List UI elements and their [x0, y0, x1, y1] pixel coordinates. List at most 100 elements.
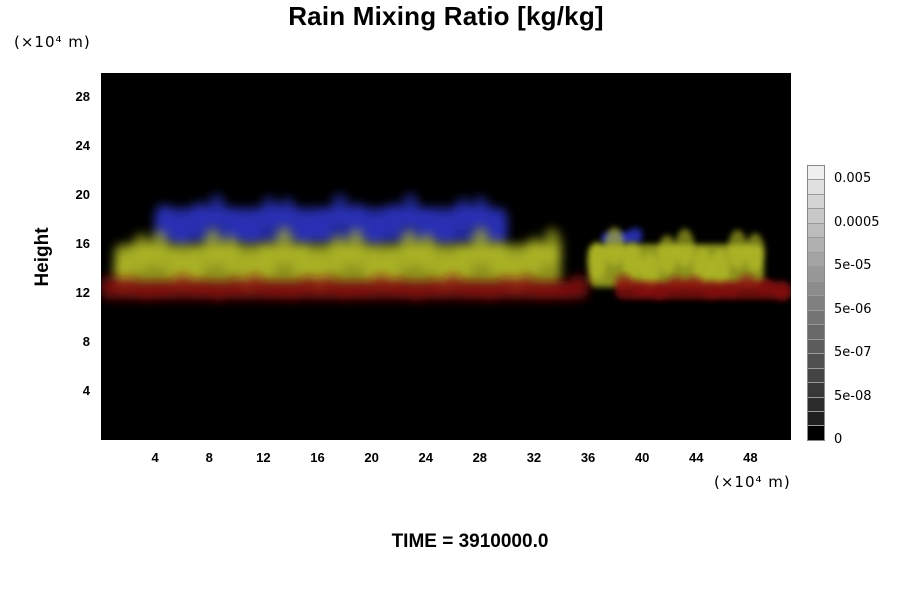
data-layer: [614, 273, 791, 302]
layer-clump: [298, 275, 319, 293]
x-tick-label: 40: [634, 450, 650, 465]
layer-clump: [365, 214, 385, 248]
y-tick-label: 12: [75, 285, 90, 301]
colorbar-tick-label: 5e-07: [834, 345, 872, 360]
colorbar-level: [808, 238, 824, 253]
layer-clump: [347, 202, 368, 236]
layer-clump: [330, 193, 350, 227]
colorbar-tick-label: 0.005: [834, 171, 872, 186]
layer-clump: [710, 249, 730, 288]
colorbar-level: [808, 166, 824, 181]
data-layer: [101, 273, 589, 302]
layer-clump: [478, 284, 499, 301]
layer-clump: [684, 275, 704, 292]
layer-clump: [727, 229, 748, 269]
x-tick-label: 24: [418, 450, 433, 465]
colorbar-level: [808, 223, 824, 239]
layer-clump: [772, 284, 791, 302]
layer-clump: [418, 207, 438, 241]
y-tick-label: 20: [75, 187, 90, 203]
layer-clump: [131, 233, 152, 272]
layer-clump: [154, 203, 174, 237]
layer-clump: [496, 276, 517, 293]
layer-clump: [442, 273, 463, 291]
x-tick-label: 16: [310, 450, 325, 465]
y-tick-label: 28: [75, 89, 90, 105]
layer-clump: [316, 275, 337, 292]
layer-clump: [400, 193, 420, 227]
layer-clump: [737, 274, 757, 291]
y-tick-label: 24: [75, 138, 90, 154]
layer-clump: [388, 277, 409, 295]
layer-clump: [207, 193, 227, 227]
colorbar-level: [808, 354, 824, 369]
colorbar-tick-label: 5e-08: [834, 388, 872, 404]
layer-clump: [382, 202, 403, 236]
colorbar-tick-label: 0.0005: [834, 214, 880, 230]
layer-clump: [667, 275, 687, 293]
plot-area: [101, 73, 791, 440]
layer-clump: [226, 278, 247, 295]
colorbar: [807, 165, 825, 441]
y-tick-label: 16: [75, 236, 90, 252]
layer-clump: [488, 212, 508, 246]
y-tick-label: 8: [82, 334, 90, 350]
x-tick-label: 28: [472, 450, 488, 465]
colorbar-tick-label: 5e-06: [834, 301, 872, 317]
layer-clump: [719, 281, 740, 299]
layer-clump: [675, 228, 695, 268]
layer-clump: [294, 213, 315, 247]
layer-clump: [292, 241, 312, 281]
layer-clump: [370, 273, 391, 291]
colorbar-level: [808, 411, 824, 427]
layer-clump: [745, 233, 765, 272]
layer-clump: [417, 233, 437, 273]
layer-clump: [208, 284, 229, 302]
layer-clump: [622, 241, 642, 281]
time-label: TIME = 3910000.0: [391, 531, 549, 552]
layer-clump: [154, 280, 175, 298]
layer-clump: [470, 227, 491, 266]
layer-clump: [533, 283, 553, 300]
x-tick-label: 8: [205, 450, 213, 465]
layer-clump: [524, 236, 545, 276]
layer-clump: [460, 280, 481, 298]
layer-clump: [569, 274, 589, 291]
layer-clump: [220, 235, 241, 274]
data-layers: [101, 193, 791, 302]
layer-clump: [587, 241, 607, 281]
colorbar-level: [808, 383, 824, 398]
colorbar-level: [808, 180, 824, 195]
colorbar-level: [808, 252, 824, 268]
layer-clump: [627, 227, 643, 239]
layer-clump: [274, 227, 295, 266]
x-tick-label: 48: [743, 450, 758, 465]
layer-clump: [542, 228, 562, 267]
colorbar-level: [808, 426, 824, 440]
layer-clump: [452, 243, 473, 282]
layer-clump: [172, 273, 193, 291]
layer-clump: [185, 247, 205, 287]
chart-title: Rain Mixing Ratio [kg/kg]: [288, 1, 604, 31]
layer-clump: [224, 209, 244, 243]
layer-clump: [312, 208, 332, 242]
layer-clump: [515, 274, 535, 292]
x-tick-label: 12: [256, 450, 271, 465]
colorbar-level: [808, 267, 824, 282]
layer-clump: [406, 284, 427, 302]
colorbar-level: [808, 296, 824, 311]
layer-clump: [488, 239, 509, 279]
layer-clump: [345, 228, 366, 268]
layer-clump: [754, 277, 775, 295]
colorbar-level: [808, 397, 824, 412]
layer-clump: [399, 229, 420, 269]
layer-clump: [327, 234, 348, 274]
layer-clump: [277, 197, 297, 231]
layer-clump: [280, 283, 301, 301]
colorbar-level: [808, 325, 824, 340]
y-axis-label: Height: [32, 227, 53, 287]
colorbar-level: [808, 281, 824, 297]
layer-clump: [435, 213, 455, 247]
layer-clump: [604, 227, 625, 266]
colorbar-tick-label: 5e-05: [834, 258, 872, 273]
